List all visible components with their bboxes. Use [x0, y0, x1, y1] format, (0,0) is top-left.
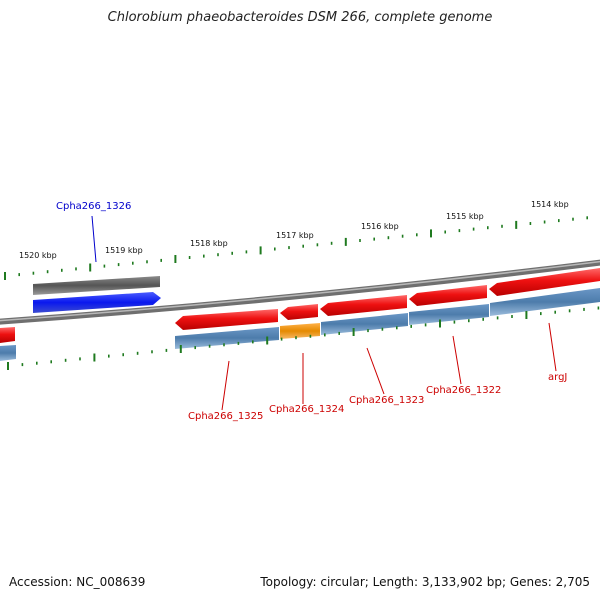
kbp-label: 1520 kbp	[19, 251, 57, 260]
gene-bar[interactable]	[490, 288, 600, 316]
upper-gene-track	[33, 276, 161, 313]
kbp-label: 1518 kbp	[190, 239, 228, 248]
leader-line	[91, 215, 97, 263]
leader-line	[221, 360, 230, 411]
upper-gene-bar[interactable]	[33, 276, 160, 295]
cds-arrow-forward[interactable]	[33, 292, 161, 313]
rna-gene-bar[interactable]	[280, 323, 320, 339]
gene-bar[interactable]	[0, 345, 16, 361]
leader-line	[366, 347, 385, 395]
gene-label-group: Cpha266_1326 Cpha266_1325 Cpha266_1324 C…	[56, 201, 567, 422]
leader-line	[548, 322, 557, 372]
genome-backbone	[0, 259, 600, 325]
genome-title: Chlorobium phaeobacteroides DSM 266, com…	[107, 10, 493, 25]
gene-label-argj[interactable]: argJ	[548, 372, 567, 383]
cds-arrow-reverse[interactable]	[175, 309, 278, 330]
gene-label-cpha266-1324[interactable]: Cpha266_1324	[269, 404, 344, 415]
gene-bar[interactable]	[321, 313, 408, 335]
kbp-label: 1515 kbp	[446, 212, 484, 221]
gene-label-cpha266-1325[interactable]: Cpha266_1325	[188, 411, 263, 422]
inner-tick-ring	[7, 306, 600, 370]
cds-arrow-reverse[interactable]	[280, 304, 318, 320]
kbp-label-group: 1520 kbp 1519 kbp 1518 kbp 1517 kbp 1516…	[19, 200, 569, 260]
kbp-label: 1517 kbp	[276, 231, 314, 240]
gene-bar[interactable]	[175, 327, 279, 349]
accession-text: Accession: NC_008639	[9, 575, 146, 589]
gene-label-cpha266-1323[interactable]: Cpha266_1323	[349, 395, 424, 406]
cds-arrow-reverse[interactable]	[320, 295, 407, 316]
leader-line	[452, 335, 462, 385]
leader-lines	[91, 215, 557, 411]
gene-bar[interactable]	[409, 304, 489, 325]
cds-arrow-reverse[interactable]	[489, 268, 600, 296]
kbp-label: 1519 kbp	[105, 246, 143, 255]
gene-label-cpha266-1322[interactable]: Cpha266_1322	[426, 385, 501, 396]
genome-backbone-highlight	[0, 260, 600, 322]
cds-arrow-reverse[interactable]	[0, 327, 15, 343]
outer-tick-ring	[4, 216, 589, 280]
topology-text: Topology: circular; Length: 3,133,902 bp…	[260, 575, 590, 589]
cds-track-reverse	[0, 268, 600, 343]
gene-label-cpha266-1326[interactable]: Cpha266_1326	[56, 201, 131, 212]
kbp-label: 1514 kbp	[531, 200, 569, 209]
kbp-label: 1516 kbp	[361, 222, 399, 231]
cds-arrow-reverse[interactable]	[409, 285, 487, 306]
